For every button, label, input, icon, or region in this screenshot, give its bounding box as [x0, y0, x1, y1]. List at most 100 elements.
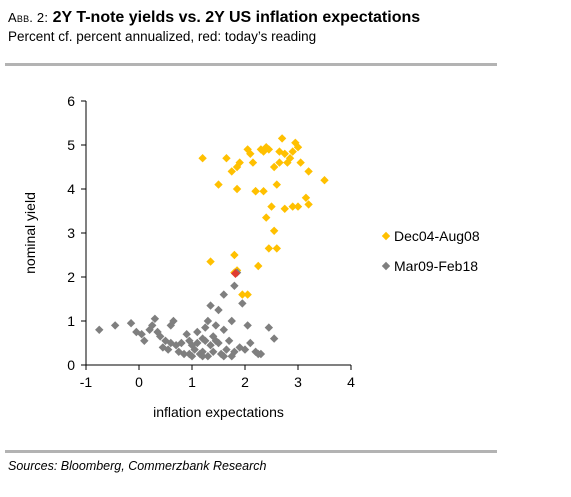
data-point [185, 349, 194, 359]
x-axis-label: inflation expectations [153, 404, 284, 420]
chart-subtitle: Percent cf. percent annualized, red: tod… [8, 29, 317, 44]
data-point [259, 187, 268, 196]
data-point [206, 301, 215, 310]
data-point [269, 226, 279, 235]
data-point [230, 281, 239, 290]
data-point [219, 290, 228, 299]
data-point [161, 336, 170, 345]
data-point [293, 143, 303, 152]
data-point [219, 325, 228, 334]
legend-label: Dec04-Aug08 [394, 228, 480, 244]
data-point [243, 290, 252, 299]
data-point [201, 323, 210, 332]
marker-layer [95, 134, 329, 361]
data-point [222, 154, 231, 163]
data-point [275, 158, 284, 167]
x-ticks: -1 0 1 2 3 4 [80, 365, 355, 390]
data-point [238, 290, 247, 299]
data-point [262, 213, 271, 222]
data-point [214, 338, 223, 348]
data-point [224, 336, 234, 345]
data-point [264, 145, 274, 154]
data-point [211, 336, 221, 345]
figure-number: Abb. 2: [8, 10, 49, 25]
y-tick-label: 6 [67, 93, 75, 109]
data-point [285, 154, 295, 163]
data-point [140, 336, 149, 345]
data-point [243, 321, 252, 330]
data-point [193, 327, 202, 337]
data-point [179, 349, 189, 359]
data-point [95, 325, 104, 334]
data-point [198, 154, 207, 163]
data-point [269, 162, 279, 172]
data-point [251, 187, 260, 196]
data-point [214, 180, 223, 189]
data-point [110, 321, 120, 330]
x-tick-label: 1 [188, 374, 196, 390]
data-point [269, 334, 279, 343]
data-point [272, 180, 281, 189]
data-point [137, 330, 146, 339]
data-point [227, 316, 236, 326]
data-point [288, 202, 297, 211]
data-point [288, 147, 297, 156]
data-point [227, 352, 236, 361]
data-point [256, 349, 266, 359]
data-point [198, 352, 207, 361]
data-point [232, 184, 242, 194]
data-point [264, 244, 274, 253]
y-axis-label: nominal yield [22, 192, 38, 274]
legend-label: Mar09-Feb18 [394, 258, 478, 274]
data-point [320, 176, 329, 185]
data-point [203, 316, 213, 326]
y-ticks: 0 1 2 3 4 5 6 [67, 93, 86, 373]
data-point [227, 167, 236, 176]
data-point [219, 352, 228, 361]
today-point [230, 268, 240, 278]
y-tick-label: 5 [67, 137, 75, 153]
data-point [240, 345, 250, 354]
data-point [206, 341, 215, 350]
x-tick-label: 0 [135, 374, 143, 390]
data-point [254, 261, 263, 271]
data-point [304, 200, 313, 209]
legend: Dec04-Aug08 Mar09-Feb18 [381, 228, 480, 274]
data-point [211, 321, 221, 330]
data-point [280, 204, 289, 213]
x-tick-label: -1 [80, 374, 93, 390]
y-tick-label: 0 [67, 357, 75, 373]
data-point [235, 158, 244, 167]
data-point [230, 250, 239, 260]
figure-title: Abb. 2: 2Y T-note yields vs. 2Y US infla… [8, 8, 563, 28]
source-note: Sources: Bloomberg, Commerzbank Research [8, 459, 267, 473]
data-point [277, 134, 287, 143]
data-point [182, 330, 191, 339]
bottom-divider [5, 450, 497, 453]
data-point [201, 336, 210, 345]
figure-header: Abb. 2: 2Y T-note yields vs. 2Y US infla… [8, 8, 563, 46]
data-point [267, 202, 276, 211]
data-point [280, 149, 289, 158]
y-tick-label: 4 [67, 181, 75, 197]
data-point [238, 299, 247, 308]
chart-title: 2Y T-note yields vs. 2Y US inflation exp… [52, 9, 421, 26]
data-point [198, 347, 207, 356]
x-tick-label: 2 [241, 374, 249, 390]
data-point [209, 347, 218, 356]
data-point [148, 321, 157, 330]
x-tick-label: 4 [347, 374, 355, 390]
data-point [126, 319, 136, 328]
y-tick-label: 2 [67, 269, 75, 285]
legend-marker [381, 261, 391, 271]
x-tick-label: 3 [294, 374, 302, 390]
data-point [246, 338, 255, 348]
data-point [156, 332, 165, 341]
data-point [304, 167, 313, 176]
top-divider [5, 63, 497, 66]
data-point [264, 323, 274, 332]
data-point [293, 202, 303, 211]
data-point [163, 345, 173, 354]
legend-marker [381, 231, 391, 241]
y-tick-label: 1 [67, 313, 75, 329]
